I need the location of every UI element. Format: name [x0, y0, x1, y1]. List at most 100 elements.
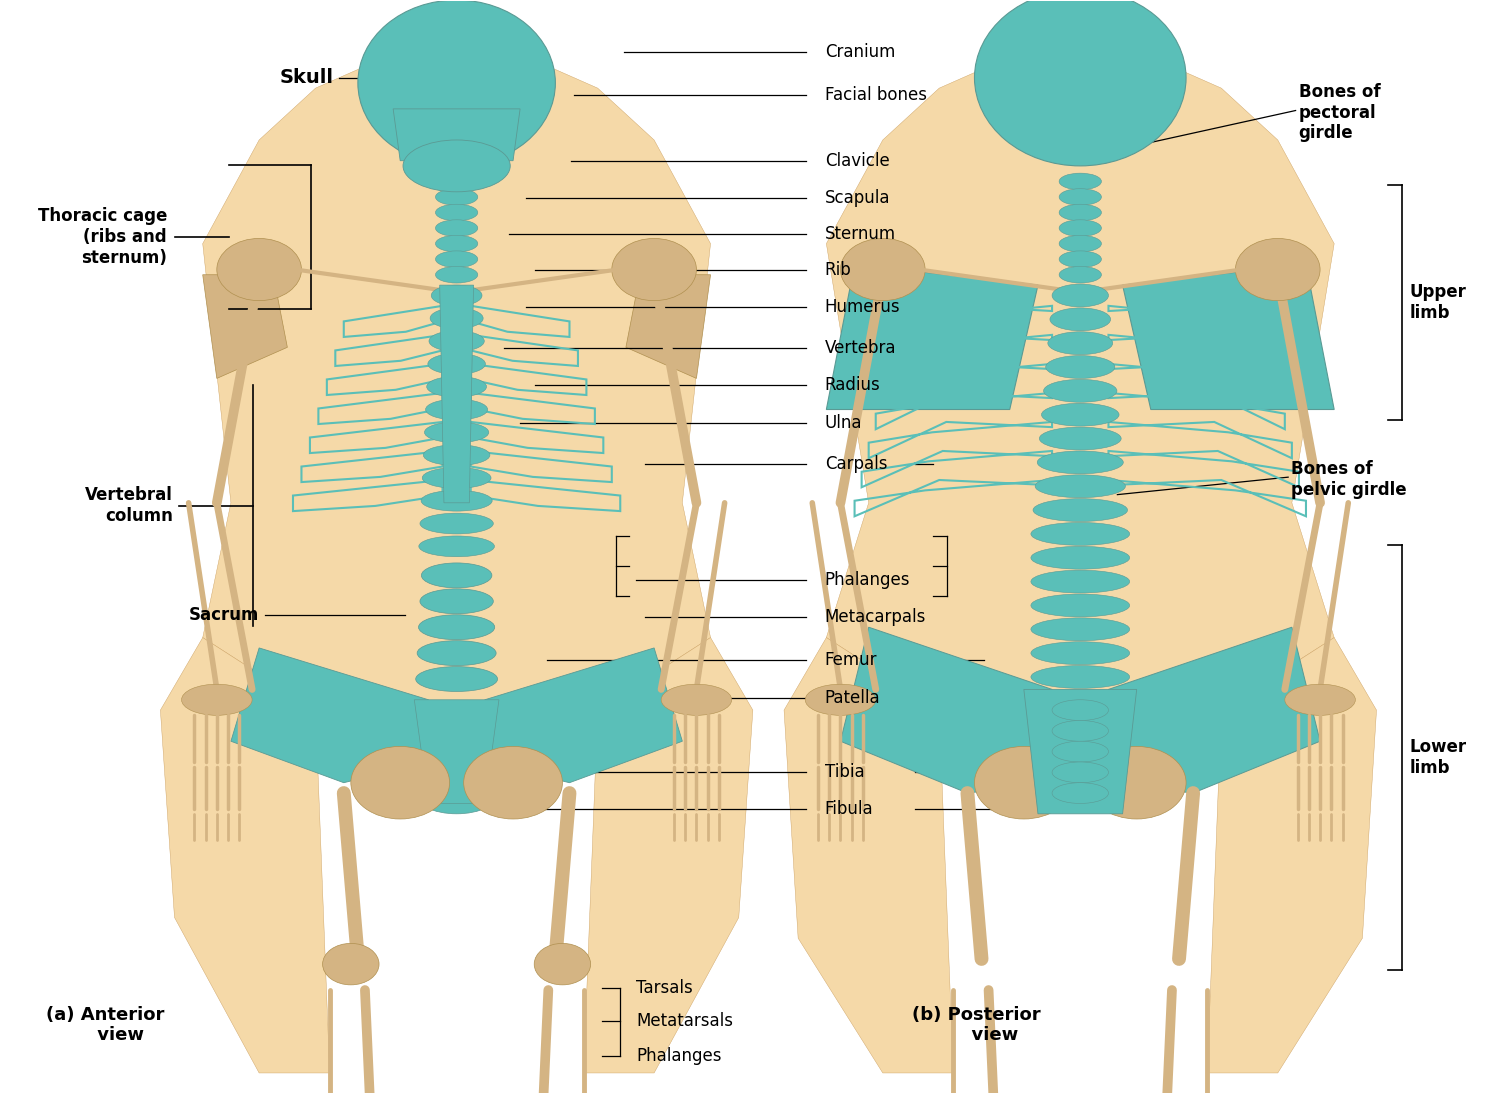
Text: Phalanges: Phalanges — [636, 1047, 721, 1064]
Polygon shape — [161, 638, 329, 1073]
Text: Bones of
pectoral
girdle: Bones of pectoral girdle — [1299, 83, 1380, 142]
Ellipse shape — [662, 684, 732, 715]
Text: Scapula: Scapula — [825, 189, 891, 207]
Ellipse shape — [612, 238, 696, 301]
Ellipse shape — [435, 220, 478, 236]
Polygon shape — [840, 627, 1052, 793]
Ellipse shape — [423, 445, 490, 465]
Ellipse shape — [1052, 284, 1109, 307]
Text: Clavicle: Clavicle — [825, 152, 890, 170]
Ellipse shape — [1052, 742, 1109, 761]
Polygon shape — [440, 286, 474, 503]
Polygon shape — [1109, 627, 1320, 793]
Ellipse shape — [422, 490, 492, 511]
Ellipse shape — [422, 563, 492, 587]
Polygon shape — [1024, 689, 1137, 814]
Ellipse shape — [974, 0, 1186, 166]
Ellipse shape — [1059, 267, 1101, 283]
Text: Skull: Skull — [280, 68, 334, 88]
Ellipse shape — [1059, 220, 1101, 236]
Polygon shape — [231, 648, 429, 782]
Ellipse shape — [426, 399, 487, 420]
Polygon shape — [784, 638, 954, 1073]
Ellipse shape — [1052, 761, 1109, 782]
Ellipse shape — [1031, 546, 1129, 569]
Polygon shape — [1207, 638, 1377, 1073]
Text: Vertebral
column: Vertebral column — [85, 486, 173, 525]
Text: Bones of
pelvic girdle: Bones of pelvic girdle — [1292, 459, 1407, 499]
Ellipse shape — [1031, 618, 1129, 641]
Ellipse shape — [428, 353, 486, 374]
Ellipse shape — [840, 238, 925, 301]
Polygon shape — [584, 638, 752, 1073]
Ellipse shape — [1031, 570, 1129, 593]
Ellipse shape — [1033, 499, 1128, 522]
Ellipse shape — [1059, 205, 1101, 221]
Text: Lower
limb: Lower limb — [1410, 738, 1468, 777]
Text: Tarsals: Tarsals — [636, 979, 693, 997]
Ellipse shape — [1052, 700, 1109, 721]
Ellipse shape — [420, 513, 493, 534]
Ellipse shape — [402, 140, 510, 191]
Ellipse shape — [182, 684, 252, 715]
Ellipse shape — [1052, 721, 1109, 742]
Ellipse shape — [435, 205, 478, 221]
Ellipse shape — [358, 0, 556, 166]
Ellipse shape — [435, 173, 478, 189]
Ellipse shape — [416, 666, 498, 691]
Ellipse shape — [425, 422, 489, 443]
Ellipse shape — [1040, 427, 1120, 450]
Text: Metatarsals: Metatarsals — [636, 1012, 733, 1029]
Ellipse shape — [420, 589, 493, 614]
Ellipse shape — [1235, 238, 1320, 301]
Ellipse shape — [1042, 404, 1119, 426]
Ellipse shape — [1088, 746, 1186, 819]
Ellipse shape — [435, 251, 478, 268]
Ellipse shape — [1047, 331, 1113, 354]
Ellipse shape — [1284, 684, 1356, 715]
Ellipse shape — [1031, 642, 1129, 664]
Ellipse shape — [419, 536, 495, 557]
Polygon shape — [827, 265, 1039, 409]
Polygon shape — [484, 648, 682, 782]
Ellipse shape — [1031, 665, 1129, 688]
Text: Ulna: Ulna — [825, 414, 863, 432]
Ellipse shape — [1059, 251, 1101, 268]
Ellipse shape — [350, 746, 450, 819]
Ellipse shape — [1059, 173, 1101, 189]
Ellipse shape — [422, 467, 492, 488]
Ellipse shape — [435, 188, 478, 206]
Ellipse shape — [323, 943, 378, 985]
Ellipse shape — [218, 238, 301, 301]
Text: Phalanges: Phalanges — [825, 571, 910, 589]
Ellipse shape — [1037, 451, 1123, 474]
Ellipse shape — [1052, 782, 1109, 803]
Polygon shape — [393, 109, 520, 161]
Text: Humerus: Humerus — [825, 298, 900, 316]
Text: Upper
limb: Upper limb — [1410, 283, 1466, 322]
Ellipse shape — [1059, 235, 1101, 252]
Ellipse shape — [435, 267, 478, 283]
Ellipse shape — [1036, 475, 1125, 498]
Text: Patella: Patella — [825, 688, 881, 707]
Text: Sternum: Sternum — [825, 225, 895, 243]
Text: Metacarpals: Metacarpals — [825, 608, 927, 626]
Ellipse shape — [1031, 523, 1129, 545]
Ellipse shape — [431, 307, 483, 328]
Polygon shape — [203, 57, 711, 710]
Polygon shape — [1122, 265, 1334, 409]
Text: Thoracic cage
(ribs and
sternum): Thoracic cage (ribs and sternum) — [37, 207, 167, 267]
Ellipse shape — [426, 376, 487, 397]
Ellipse shape — [431, 286, 483, 306]
Text: Facial bones: Facial bones — [825, 86, 927, 104]
Ellipse shape — [435, 235, 478, 252]
Polygon shape — [414, 700, 499, 803]
Text: Femur: Femur — [825, 652, 878, 670]
Text: Tibia: Tibia — [825, 763, 864, 781]
Text: (b) Posterior
      view: (b) Posterior view — [912, 1005, 1040, 1045]
Ellipse shape — [1050, 307, 1110, 330]
Polygon shape — [827, 57, 1334, 710]
Text: Carpals: Carpals — [825, 455, 888, 473]
Text: Cranium: Cranium — [825, 43, 895, 60]
Ellipse shape — [805, 684, 876, 715]
